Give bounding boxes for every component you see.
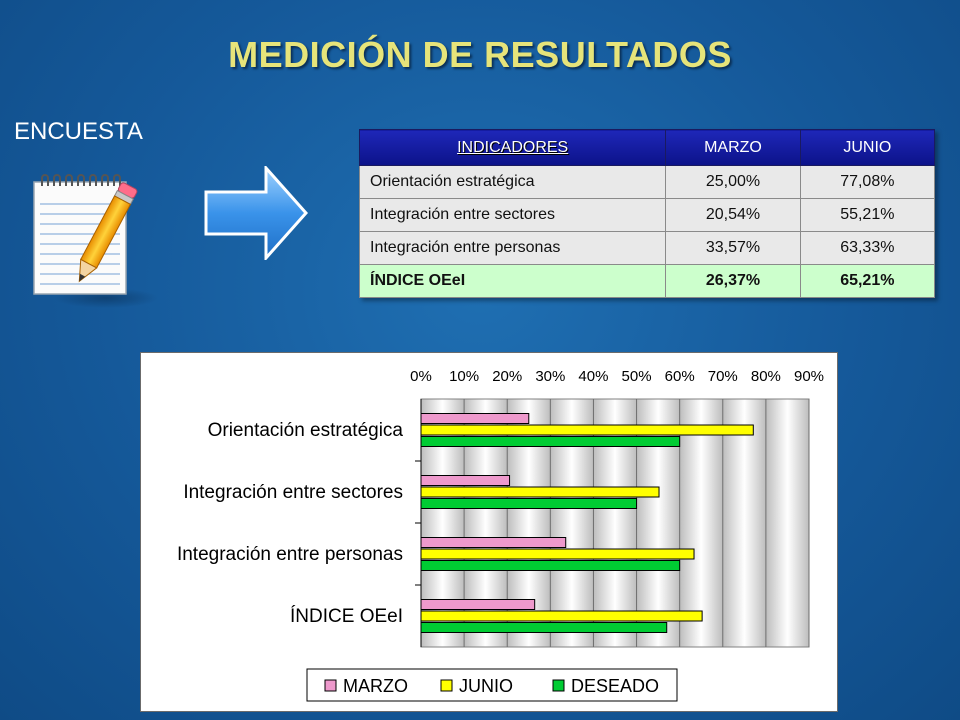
- bar-junio: [420, 610, 703, 622]
- x-tick-label: 80%: [751, 368, 781, 385]
- table-row: Orientación estratégica 25,00% 77,08%: [358, 165, 936, 199]
- row-junio-value: 65,21%: [799, 264, 936, 298]
- row-label: Orientación estratégica: [358, 165, 667, 199]
- row-junio-value: 63,33%: [799, 231, 936, 265]
- x-tick-label: 50%: [622, 368, 652, 385]
- bar-chart: 0% 10% 20% 30% 40% 50% 60% 70% 80% 90% Orientación…: [140, 352, 838, 712]
- bar-marzo: [420, 413, 530, 424]
- y-category-label: Integración entre sectores: [183, 482, 403, 503]
- bar-marzo: [420, 537, 567, 548]
- plot-band: [679, 399, 723, 647]
- survey-label: ENCUESTA: [14, 118, 143, 145]
- bar-deseado: [420, 622, 668, 633]
- row-marzo-value: 20,54%: [665, 198, 801, 232]
- table-row: Integración entre personas 33,57% 63,33%: [358, 231, 936, 265]
- header-junio: JUNIO: [799, 129, 936, 166]
- bar-junio: [420, 486, 660, 498]
- y-category-label: ÍNDICE OEeI: [290, 606, 403, 627]
- header-marzo: MARZO: [665, 129, 801, 166]
- bar-chart-svg: 0% 10% 20% 30% 40% 50% 60% 70% 80% 90% Orientación…: [177, 368, 824, 702]
- x-tick-label: 90%: [794, 368, 824, 385]
- row-marzo-value: 25,00%: [665, 165, 801, 199]
- bar-junio: [420, 548, 695, 560]
- legend-box: [306, 668, 678, 702]
- legend-swatch-junio: [440, 679, 453, 692]
- row-junio-value: 55,21%: [799, 198, 936, 232]
- header-indicadores: INDICADORES: [358, 129, 667, 166]
- x-tick-label: 10%: [449, 368, 479, 385]
- x-tick-label: 40%: [578, 368, 608, 385]
- bar-deseado: [420, 560, 681, 571]
- plot-band: [765, 399, 809, 647]
- row-label: Integración entre personas: [358, 231, 667, 265]
- row-label: Integración entre sectores: [358, 198, 667, 232]
- plot-band: [722, 399, 766, 647]
- x-tick-label: 20%: [492, 368, 522, 385]
- x-tick-label: 60%: [665, 368, 695, 385]
- legend-label-junio: JUNIO: [459, 676, 513, 696]
- bar-junio: [420, 424, 754, 436]
- bar-deseado: [420, 498, 638, 509]
- bar-deseado: [420, 436, 681, 447]
- x-tick-label: 30%: [535, 368, 565, 385]
- indicators-table: INDICADORES MARZO JUNIO Orientación estr…: [358, 129, 936, 298]
- legend-swatch-deseado: [552, 679, 565, 692]
- table-row: Integración entre sectores 20,54% 55,21%: [358, 198, 936, 232]
- y-category-label: Orientación estratégica: [208, 420, 404, 441]
- bar-marzo: [420, 475, 511, 486]
- page-title: MEDICIÓN DE RESULTADOS: [228, 34, 732, 75]
- row-marzo-value: 26,37%: [665, 264, 801, 298]
- x-tick-label: 0%: [410, 368, 432, 385]
- row-junio-value: 77,08%: [799, 165, 936, 199]
- row-marzo-value: 33,57%: [665, 231, 801, 265]
- table-row-total: ÍNDICE OEeI 26,37% 65,21%: [358, 264, 936, 298]
- legend-swatch-marzo: [324, 679, 337, 692]
- right-arrow-icon: [204, 166, 308, 260]
- row-label: ÍNDICE OEeI: [358, 264, 667, 298]
- legend-label-marzo: MARZO: [343, 676, 408, 696]
- x-tick-label: 70%: [708, 368, 738, 385]
- table-header-row: INDICADORES MARZO JUNIO: [358, 129, 936, 166]
- bar-marzo: [420, 599, 536, 610]
- notepad-pencil-icon: [33, 174, 158, 308]
- y-category-label: Integración entre personas: [177, 544, 403, 565]
- legend-label-deseado: DESEADO: [571, 676, 659, 696]
